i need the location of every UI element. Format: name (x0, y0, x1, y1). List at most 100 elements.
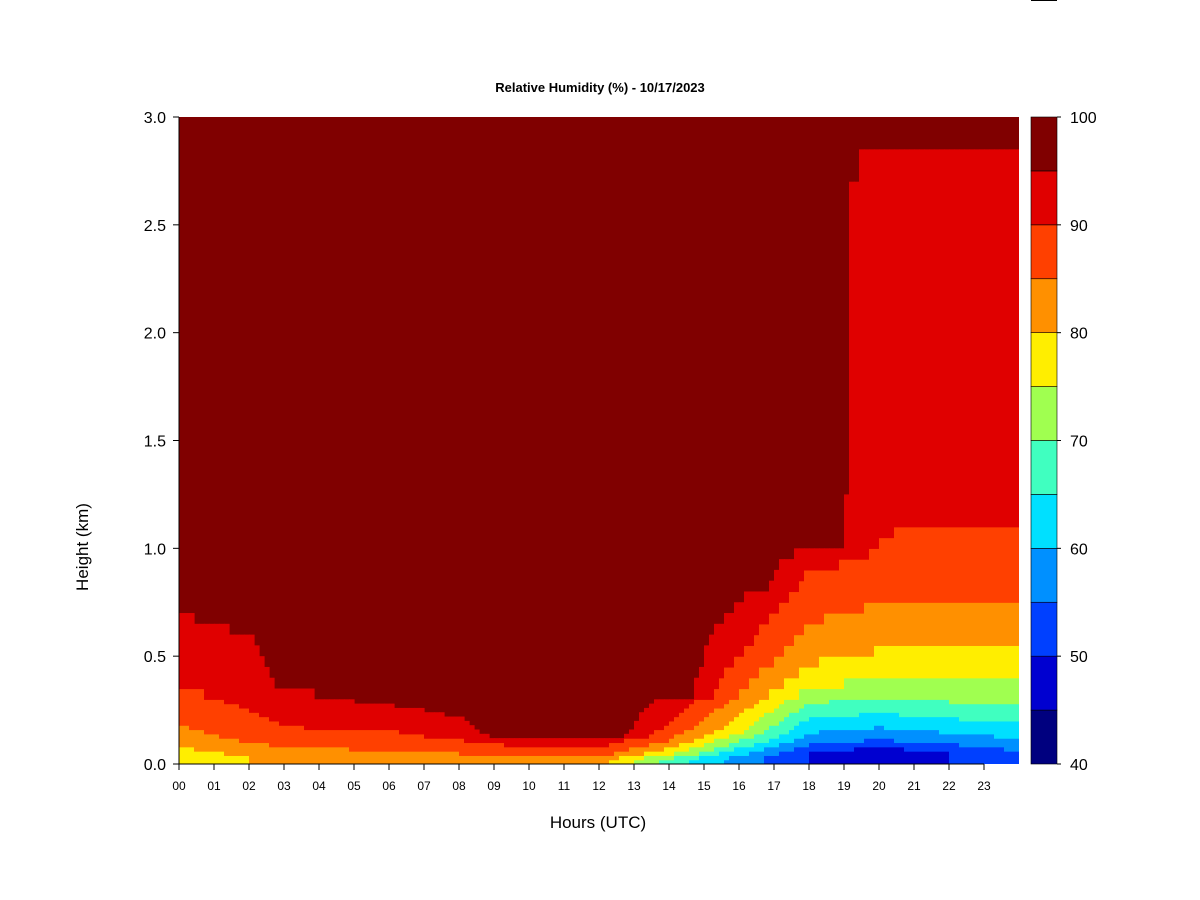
heatmap-cell (319, 742, 325, 748)
heatmap-cell (229, 729, 235, 735)
heatmap-cell (959, 160, 965, 172)
heatmap-cell (419, 738, 425, 744)
colorbar-tick-label: 100 (1070, 110, 1097, 127)
heatmap-cell (874, 688, 880, 700)
heatmap-cell (939, 515, 945, 528)
heatmap-cell (189, 742, 195, 748)
heatmap-cell (829, 559, 835, 571)
heatmap-cell (934, 656, 940, 668)
heatmap-cell (864, 494, 870, 506)
heatmap-cell (299, 712, 305, 718)
heatmap-cell (254, 746, 260, 752)
heatmap-cell (779, 559, 785, 571)
heatmap-cell (349, 738, 355, 744)
heatmap-cell (739, 677, 745, 690)
heatmap-cell (954, 703, 960, 709)
heatmap-cell (254, 755, 260, 761)
heatmap-cell (799, 623, 805, 636)
heatmap-cell (689, 725, 695, 731)
heatmap-cell (779, 746, 785, 752)
heatmap-cell (549, 751, 555, 756)
heatmap-cell (264, 755, 270, 761)
heatmap-cell (1009, 707, 1015, 713)
heatmap-cell (834, 755, 840, 761)
heatmap-cell (419, 751, 425, 756)
heatmap-cell (969, 181, 975, 496)
heatmap-cell (269, 738, 275, 744)
heatmap-cell (864, 742, 870, 748)
heatmap-cell (964, 634, 970, 646)
heatmap-cell (984, 759, 990, 764)
heatmap-cell (884, 716, 890, 722)
heatmap-cell (784, 559, 790, 571)
heatmap-cell (864, 181, 870, 496)
heatmap-cell (774, 656, 780, 668)
heatmap-cell (904, 666, 910, 679)
heatmap-cell (414, 759, 420, 764)
heatmap-cell (569, 738, 575, 744)
heatmap-cell (774, 729, 780, 735)
heatmap-cell (939, 505, 945, 517)
y-tick-label: 1.5 (144, 434, 166, 451)
heatmap-cell (459, 759, 465, 764)
heatmap-cell (799, 580, 805, 593)
heatmap-cell (934, 494, 940, 506)
heatmap-cell (329, 751, 335, 756)
heatmap-cell (814, 759, 820, 764)
heatmap-cell (414, 720, 420, 726)
heatmap-cell (484, 738, 490, 744)
heatmap-cell (949, 712, 955, 718)
heatmap-cell (704, 716, 710, 722)
heatmap-cell (814, 725, 820, 731)
heatmap-cell (199, 703, 205, 709)
heatmap-cell (674, 751, 680, 756)
heatmap-cell (724, 755, 730, 761)
heatmap-cell (784, 688, 790, 700)
heatmap-cell (984, 716, 990, 722)
heatmap-cell (894, 149, 900, 161)
heatmap-cell (839, 613, 845, 625)
heatmap-cell (224, 656, 230, 668)
heatmap-cell (709, 707, 715, 713)
heatmap-cell (314, 720, 320, 726)
heatmap-cell (844, 759, 850, 764)
heatmap-cell (344, 707, 350, 713)
heatmap-cell (364, 725, 370, 731)
heatmap-cell (834, 580, 840, 593)
heatmap-cell (829, 707, 835, 713)
heatmap-cell (929, 526, 935, 539)
heatmap-cell (244, 688, 250, 700)
heatmap-cell (1004, 537, 1010, 549)
heatmap-cell (939, 160, 945, 172)
heatmap-cell (289, 699, 295, 705)
heatmap-cell (754, 742, 760, 748)
heatmap-cell (949, 703, 955, 709)
heatmap-cell (184, 738, 190, 744)
heatmap-cell (924, 755, 930, 761)
heatmap-cell (739, 746, 745, 752)
heatmap-cell (829, 725, 835, 731)
heatmap-cell (1004, 742, 1010, 748)
heatmap-cell (739, 613, 745, 625)
heatmap-cell (919, 755, 925, 761)
heatmap-cell (319, 716, 325, 722)
heatmap-cell (809, 613, 815, 625)
heatmap-cell (484, 742, 490, 748)
heatmap-cell (719, 656, 725, 668)
heatmap-cell (989, 149, 995, 161)
heatmap-cell (904, 733, 910, 739)
heatmap-cell (849, 548, 855, 560)
heatmap-cell (424, 733, 430, 739)
heatmap-cell (584, 751, 590, 756)
heatmap-cell (914, 716, 920, 722)
heatmap-cell (814, 707, 820, 713)
heatmap-cell (919, 666, 925, 679)
heatmap-cell (179, 645, 185, 657)
heatmap-cell (699, 677, 705, 690)
heatmap-cell (704, 656, 710, 668)
heatmap-cell (244, 666, 250, 679)
heatmap-cell (279, 716, 285, 722)
heatmap-cell (924, 746, 930, 752)
heatmap-cell (969, 733, 975, 739)
heatmap-cell (234, 725, 240, 731)
